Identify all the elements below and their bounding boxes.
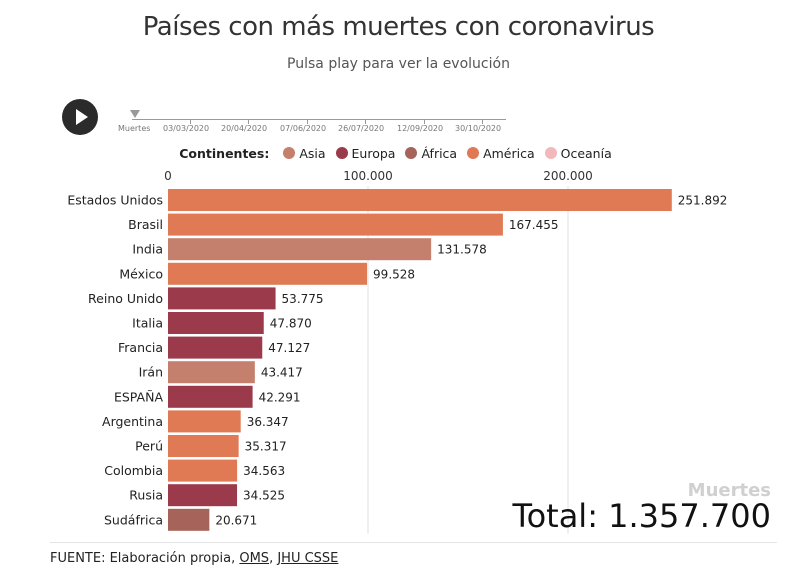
legend-item-europa[interactable]: Europa: [335, 146, 396, 161]
chart-subtitle: Pulsa play para ver la evolución: [287, 56, 510, 72]
chart-title: Países con más muertes con coronavirus: [142, 12, 655, 42]
bar: [168, 459, 238, 482]
category-label: Sudáfrica: [104, 512, 163, 527]
total-count: Total: 1.357.700: [512, 497, 771, 535]
category-label: Italia: [132, 316, 163, 331]
data-label: 47.870: [270, 317, 312, 331]
timeline-label: 07/06/2020: [280, 124, 327, 133]
data-label: 47.127: [268, 341, 310, 355]
source-separator: ,: [269, 551, 278, 566]
legend-item-america[interactable]: América: [467, 146, 535, 161]
legend-label: América: [483, 146, 535, 161]
data-label: 35.317: [245, 440, 287, 454]
category-label: Brasil: [128, 217, 163, 232]
timeline-tick: [307, 119, 308, 124]
legend-item-oceania[interactable]: Oceanía: [544, 146, 612, 161]
data-label: 131.578: [437, 243, 487, 257]
timeline-label: 12/09/2020: [397, 124, 444, 133]
bar: [168, 361, 255, 384]
data-label: 99.528: [373, 267, 415, 281]
data-label: 251.892: [678, 194, 728, 208]
bar: [168, 508, 210, 531]
data-label: 34.525: [243, 489, 285, 503]
play-button[interactable]: [62, 99, 98, 135]
play-icon: [76, 109, 88, 125]
bar: [168, 287, 276, 310]
data-label: 53.775: [282, 292, 324, 306]
source-link-oms[interactable]: OMS: [239, 551, 270, 566]
category-label: Francia: [118, 340, 163, 355]
bar-chart: 0 100.000 200.000 Estados Unidos 251.892 Bras…: [67, 169, 728, 534]
legend-swatch: [335, 147, 348, 159]
category-label: Rusia: [129, 488, 163, 503]
timeline-label: Muertes: [118, 124, 151, 133]
legend-heading: Continentes:: [179, 146, 270, 161]
legend-label: Europa: [351, 146, 396, 161]
legend-item-asia[interactable]: Asia: [283, 146, 326, 161]
timeline-tick: [424, 119, 425, 124]
x-tick-label: 100.000: [343, 169, 393, 183]
data-label: 43.417: [261, 366, 303, 380]
timeline-track: [132, 119, 506, 120]
timeline-label: 26/07/2020: [338, 124, 385, 133]
bar: [168, 312, 264, 334]
data-label: 34.563: [243, 464, 285, 478]
category-label: Irán: [139, 365, 163, 380]
bar: [168, 435, 239, 457]
data-label: 167.455: [509, 218, 559, 232]
timeline-label: 03/03/2020: [163, 124, 210, 133]
bar: [168, 213, 503, 236]
data-label: 42.291: [259, 390, 301, 404]
timeline-tick: [482, 119, 483, 124]
data-label: 20.671: [215, 513, 257, 527]
category-label: Argentina: [102, 414, 163, 429]
legend-swatch: [405, 147, 418, 159]
bar: [168, 484, 238, 507]
category-label: Colombia: [104, 463, 163, 478]
bar: [168, 385, 253, 408]
bar: [168, 189, 672, 211]
timeline-slider[interactable]: Muertes 03/03/2020 20/04/2020 07/06/2020…: [118, 108, 510, 138]
bar: [168, 336, 263, 359]
category-label: ESPAÑA: [114, 389, 163, 404]
x-tick-label: 0: [164, 169, 172, 183]
timeline-handle[interactable]: [130, 110, 140, 118]
legend-swatch: [544, 147, 557, 159]
legend-label: Asia: [299, 146, 326, 161]
category-label: India: [132, 242, 163, 257]
source-text: FUENTE: Elaboración propia,: [50, 551, 240, 566]
timeline-label: 30/10/2020: [455, 124, 502, 133]
source-note: FUENTE: Elaboración propia, OMS, JHU CSS…: [50, 551, 338, 566]
data-label: 36.347: [247, 415, 289, 429]
legend-item-africa[interactable]: África: [405, 146, 457, 161]
timeline-tick: [365, 119, 366, 124]
legend: Continentes: Asia Europa África América …: [0, 146, 797, 161]
bar: [168, 238, 432, 261]
category-label: Estados Unidos: [67, 193, 163, 208]
category-label: México: [119, 266, 163, 281]
timeline-tick: [248, 119, 249, 124]
timeline-label: 20/04/2020: [221, 124, 268, 133]
category-label: Reino Unido: [88, 291, 163, 306]
category-label: Perú: [135, 439, 163, 454]
legend-label: Oceanía: [560, 146, 612, 161]
bar: [168, 262, 368, 285]
legend-swatch: [467, 147, 480, 159]
timeline-tick: [190, 119, 191, 124]
legend-swatch: [283, 147, 296, 159]
bar: [168, 410, 241, 433]
x-tick-label: 200.000: [543, 169, 593, 183]
measure-label: Muertes: [687, 480, 771, 501]
footer-divider: [50, 542, 777, 543]
source-link-jhu[interactable]: JHU CSSE: [277, 551, 339, 566]
legend-label: África: [421, 146, 458, 161]
